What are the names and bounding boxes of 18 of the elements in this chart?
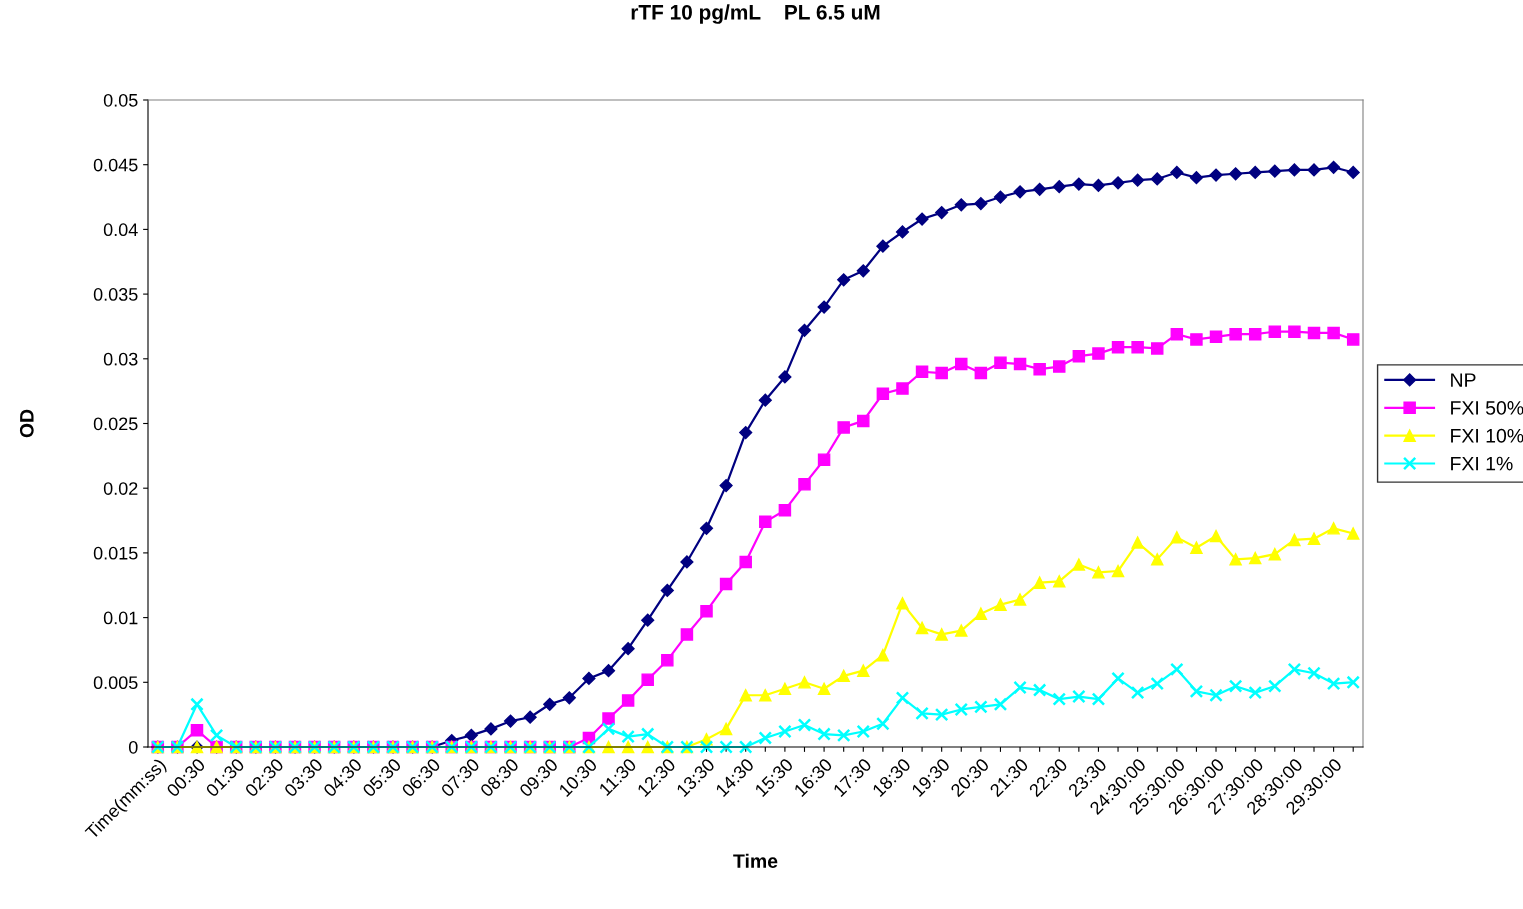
y-tick-label: 0.025 [93, 417, 138, 431]
y-axis-title: OD [19, 409, 34, 438]
y-tick-label: 0.04 [103, 223, 138, 237]
y-tick-label: 0.02 [103, 482, 138, 495]
legend-label: NP [1451, 373, 1476, 387]
y-tick-label: 0.05 [103, 93, 138, 107]
legend-label: FXI 50% [1451, 401, 1523, 415]
legend-label: FXI 1% [1451, 456, 1513, 471]
y-tick-label: 0 [128, 740, 138, 754]
y-tick-label: 0.01 [103, 611, 138, 625]
y-tick-label: 0.005 [93, 676, 138, 690]
chart-title: rTF 10 pg/mL PL 6.5 uM [631, 4, 880, 24]
y-tick-label: 0.045 [93, 158, 138, 172]
y-tick-label: 0.03 [103, 352, 138, 366]
y-tick-label: 0.035 [93, 288, 138, 301]
y-tick-label: 0.015 [93, 546, 138, 560]
legend-label: FXI 10% [1451, 428, 1523, 443]
x-axis-title: Time [733, 853, 778, 868]
